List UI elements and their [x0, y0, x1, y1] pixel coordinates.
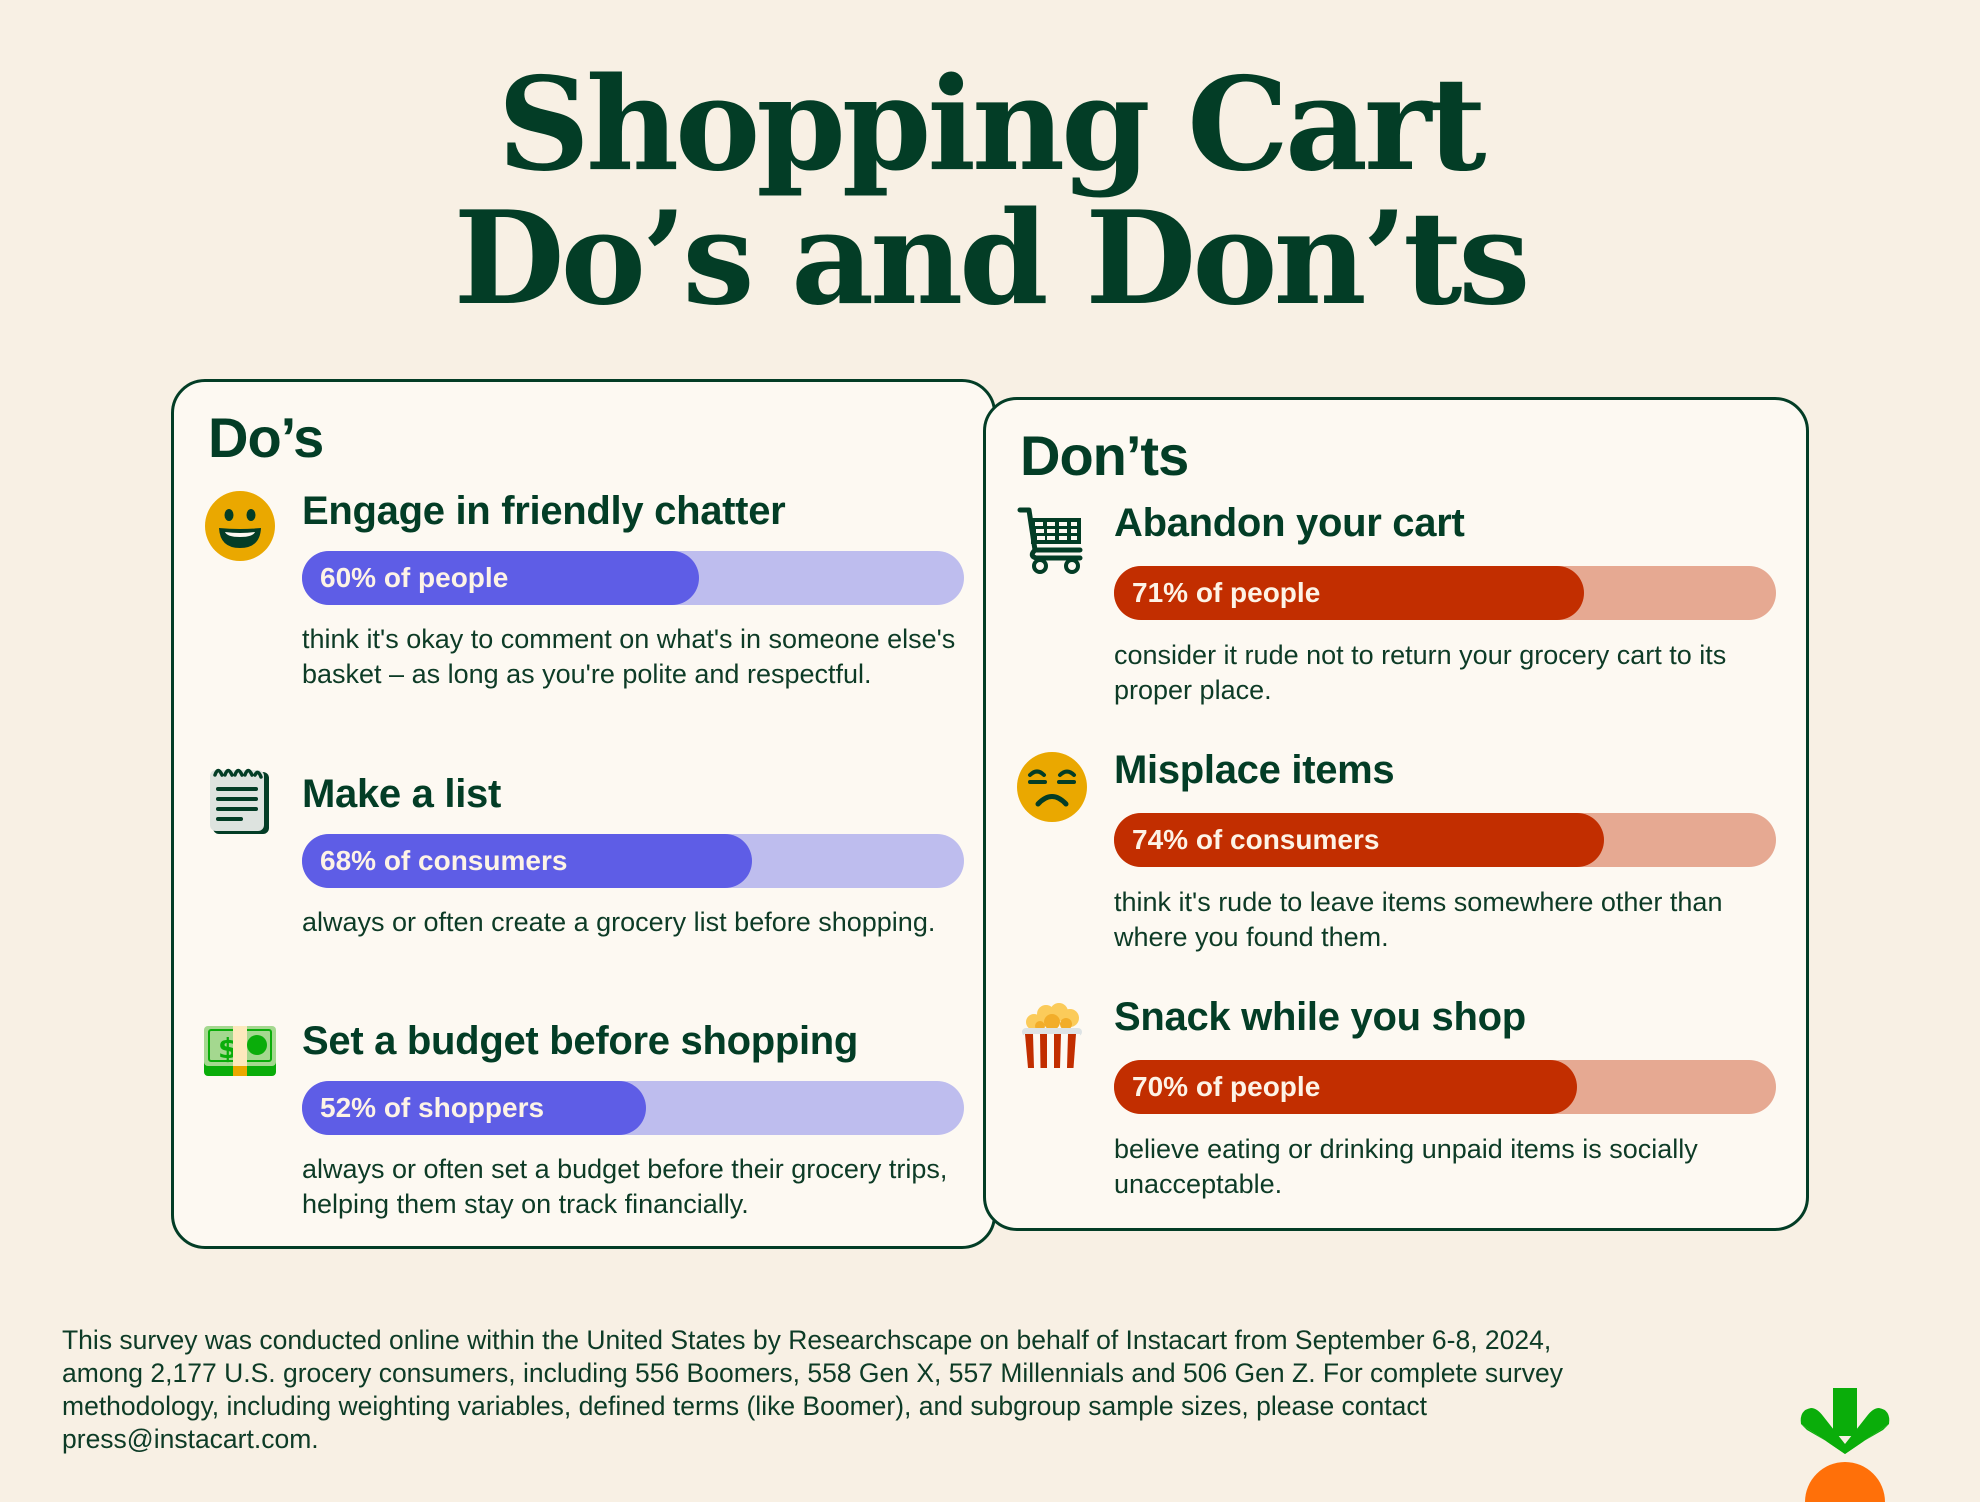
stat-label: 68% of consumers [320, 845, 568, 876]
stat-label: 52% of shoppers [320, 1092, 545, 1123]
survey-methodology-footnote: This survey was conducted online within … [62, 1325, 1563, 1454]
svg-text:$: $ [218, 1032, 237, 1065]
stat-bar: 74% of consumers [1114, 813, 1776, 867]
item-title: Abandon your cart [1114, 501, 1465, 545]
title-line-1: Shopping Cart [497, 50, 1487, 200]
unamused-face-icon [1016, 751, 1088, 823]
money-bill-icon: $ [204, 1014, 276, 1086]
stat-label: 60% of people [320, 562, 509, 593]
grinning-face-icon [204, 490, 276, 562]
item-title: Make a list [302, 772, 502, 816]
stat-bar-fill [1114, 813, 1604, 867]
stat-bar-fill [302, 1081, 647, 1135]
stat-label: 71% of people [1132, 577, 1321, 608]
item-description: always or often create a grocery list be… [302, 907, 936, 937]
item-description: think it's rude to leave items somewhere… [1114, 887, 1723, 952]
item-description: believe eating or drinking unpaid items … [1114, 1134, 1698, 1199]
item-title: Misplace items [1114, 748, 1395, 792]
shopping-cart-icon [1016, 504, 1088, 576]
instacart-carrot-logo-icon [1795, 1386, 1895, 1502]
donts-heading: Don’ts [1020, 424, 1189, 487]
dos-card: Do’s Engage in friendly chatter 60% of p… [171, 379, 996, 1249]
item-title: Set a budget before shopping [302, 1019, 859, 1063]
stat-bar-fill [302, 834, 753, 888]
donts-card: Don’ts Abandon your cart [983, 397, 1809, 1231]
item-title: Engage in friendly chatter [302, 489, 786, 533]
item-description: always or often set a budget before thei… [302, 1154, 948, 1219]
page-title: Shopping Cart Do’s and Don’ts [0, 58, 1980, 326]
stat-bar: 52% of shoppers [302, 1081, 964, 1135]
stat-label: 70% of people [1132, 1071, 1321, 1102]
stat-bar-fill [1114, 566, 1585, 620]
stat-bar: 68% of consumers [302, 834, 964, 888]
notepad-icon [204, 763, 276, 835]
stat-bar-fill [302, 551, 700, 605]
item-description: consider it rude not to return your groc… [1114, 640, 1727, 705]
title-line-2: Do’s and Don’ts [453, 184, 1531, 334]
stat-bar: 60% of people [302, 551, 964, 605]
stat-bar-fill [1114, 1060, 1578, 1114]
dos-heading: Do’s [208, 406, 324, 469]
item-title: Snack while you shop [1114, 995, 1526, 1039]
stat-label: 74% of consumers [1132, 824, 1380, 855]
stat-bar: 71% of people [1114, 566, 1776, 620]
popcorn-icon [1016, 998, 1088, 1070]
stat-bar: 70% of people [1114, 1060, 1776, 1114]
item-description: think it's okay to comment on what's in … [302, 624, 956, 689]
